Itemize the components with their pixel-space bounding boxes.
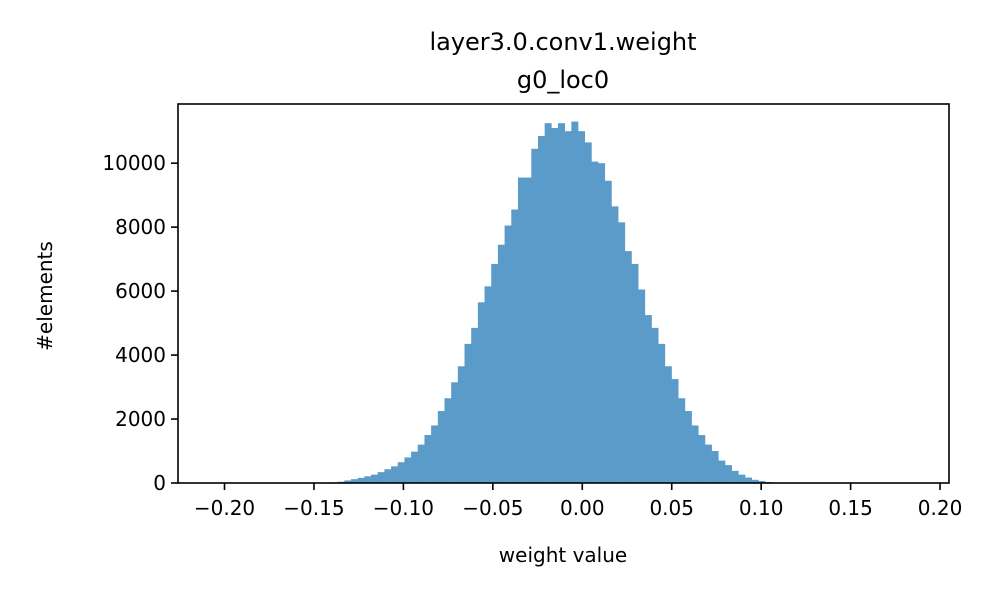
histogram-bar xyxy=(411,451,419,483)
histogram-bar xyxy=(558,123,565,483)
histogram-bar xyxy=(477,302,485,483)
y-axis-ticks: 0 2000 4000 6000 8000 10000 xyxy=(102,151,178,495)
histogram-bar xyxy=(377,472,385,483)
histogram-bar xyxy=(758,481,766,483)
histogram-bar xyxy=(751,479,759,483)
histogram-bar xyxy=(698,435,706,483)
histogram-bar xyxy=(491,263,499,483)
y-axis-label: #elements xyxy=(33,241,57,351)
histogram-bar xyxy=(497,244,505,483)
histogram-bar xyxy=(457,366,465,483)
x-tick-label: 0.20 xyxy=(918,496,963,520)
histogram-bar xyxy=(638,289,646,483)
histogram-bar xyxy=(484,286,492,483)
x-tick-label: −0.10 xyxy=(373,496,434,520)
histogram-bar xyxy=(678,398,686,483)
x-axis-ticks: −0.20 −0.15 −0.10 −0.05 0.00 0.05 0.10 0.15 0.20 xyxy=(194,483,962,520)
histogram-bar xyxy=(444,398,452,483)
histogram-bar xyxy=(584,142,592,483)
histogram-bar xyxy=(718,460,726,483)
y-tick-label: 8000 xyxy=(115,215,166,239)
chart-subtitle: g0_loc0 xyxy=(517,66,609,94)
histogram-bar xyxy=(437,411,445,483)
x-tick-label: 0.15 xyxy=(828,496,873,520)
x-tick-label: −0.20 xyxy=(194,496,255,520)
y-tick-label: 0 xyxy=(153,471,166,495)
histogram-bar xyxy=(598,163,606,484)
histogram-bar xyxy=(544,123,552,483)
histogram-bar xyxy=(404,457,412,483)
chart-title: layer3.0.conv1.weight xyxy=(429,28,696,56)
histogram-bar xyxy=(531,148,539,483)
histogram-bar xyxy=(564,131,572,483)
y-tick-label: 6000 xyxy=(115,279,166,303)
histogram-bars xyxy=(330,121,813,484)
x-tick-label: 0.00 xyxy=(560,496,605,520)
histogram-bar xyxy=(357,477,365,483)
histogram-bar xyxy=(431,425,439,483)
histogram-bar xyxy=(604,180,612,483)
histogram-bar xyxy=(504,225,512,484)
histogram-bar xyxy=(344,480,352,483)
histogram-bar xyxy=(711,451,719,483)
histogram-bar xyxy=(578,131,586,483)
histogram-bar xyxy=(384,469,392,483)
histogram-bar xyxy=(691,425,699,483)
histogram-bar xyxy=(417,444,425,483)
histogram-bar xyxy=(551,127,559,484)
x-tick-label: −0.15 xyxy=(283,496,344,520)
y-tick-label: 2000 xyxy=(115,407,166,431)
histogram-bar xyxy=(591,161,599,483)
histogram-bar xyxy=(631,263,639,483)
histogram-bar xyxy=(371,474,378,483)
x-tick-label: −0.05 xyxy=(462,496,523,520)
histogram-bar xyxy=(658,343,666,483)
histogram-bar xyxy=(471,327,479,483)
x-tick-label: 0.05 xyxy=(649,496,694,520)
histogram-bar xyxy=(350,479,358,483)
histogram-bar xyxy=(731,470,739,483)
histogram-bar xyxy=(611,206,619,483)
histogram-bar xyxy=(451,382,459,483)
histogram-bar xyxy=(424,435,432,483)
histogram-bar xyxy=(724,465,732,483)
histogram-bar xyxy=(671,379,679,483)
histogram-bar xyxy=(464,343,472,483)
histogram-bar xyxy=(644,315,652,483)
histogram-bar xyxy=(391,466,399,483)
histogram-bar xyxy=(571,121,579,483)
histogram-bar xyxy=(624,251,632,483)
histogram-bar xyxy=(684,411,692,483)
histogram-bar xyxy=(704,444,712,483)
plot-area-frame xyxy=(177,103,950,484)
histogram-bar xyxy=(664,366,672,483)
y-tick-label: 10000 xyxy=(102,151,166,175)
histogram-bar xyxy=(738,474,746,483)
histogram-bar xyxy=(537,135,545,484)
histogram-bar xyxy=(517,177,525,483)
histogram-bar xyxy=(651,327,659,483)
y-tick-label: 4000 xyxy=(115,343,166,367)
histogram-bar xyxy=(397,462,405,483)
histogram-bar xyxy=(618,222,626,483)
histogram-bar xyxy=(745,477,752,483)
histogram-bar xyxy=(511,209,519,484)
histogram-bar xyxy=(364,476,372,483)
x-axis-label: weight value xyxy=(499,543,627,567)
x-tick-label: 0.10 xyxy=(739,496,784,520)
histogram-bar xyxy=(524,177,532,483)
